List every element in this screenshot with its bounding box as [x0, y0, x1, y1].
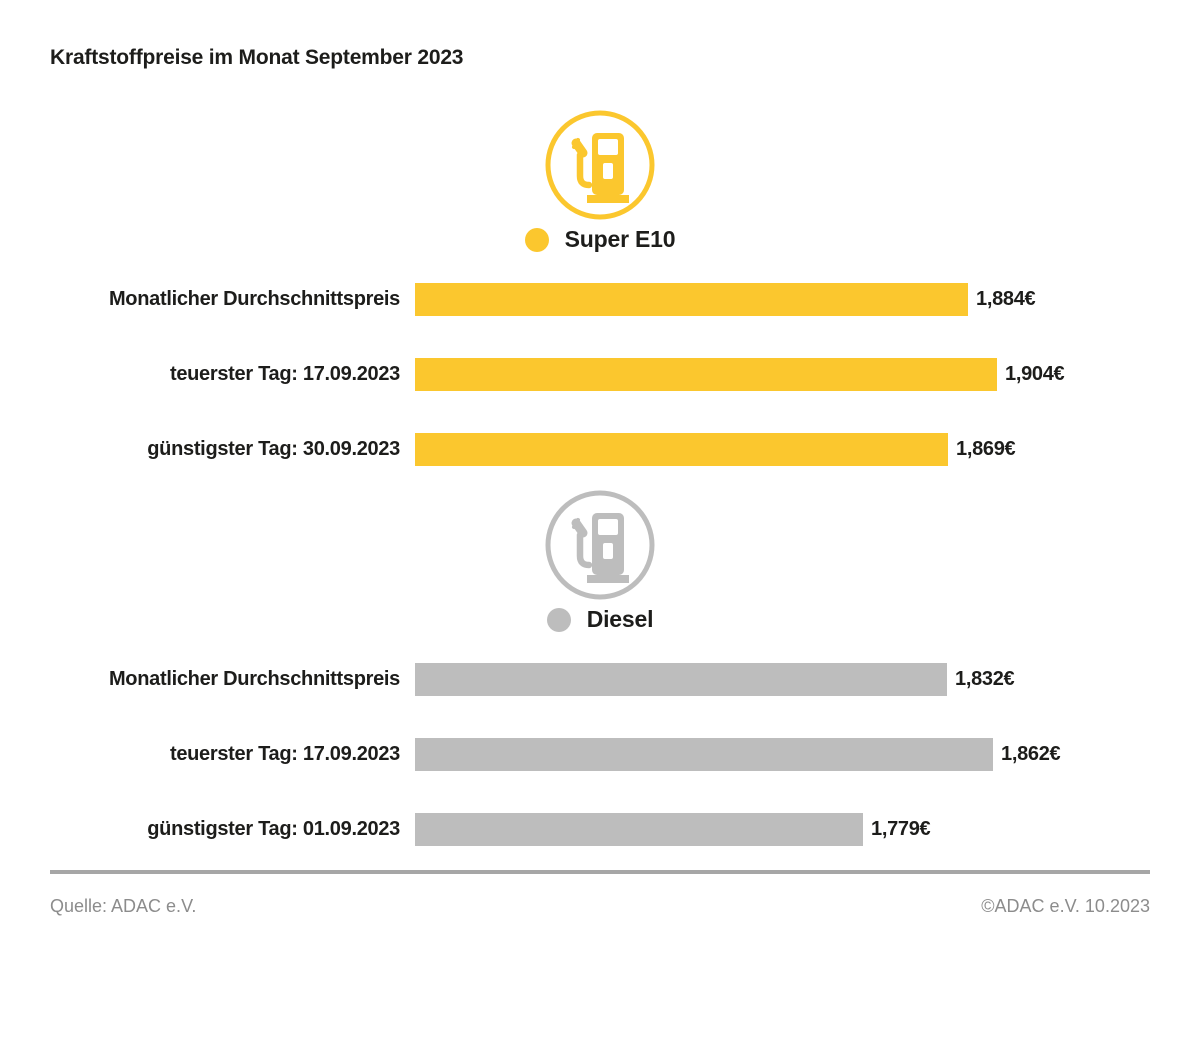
legend-label: Super E10 [564, 226, 676, 252]
bar-value: 1,862€ [1001, 743, 1061, 765]
footer: Quelle: ADAC e.V. ©ADAC e.V. 10.2023 [50, 896, 1150, 917]
footer-divider [50, 870, 1150, 874]
bar-value: 1,832€ [955, 668, 1015, 690]
footer-source: Quelle: ADAC e.V. [50, 896, 197, 916]
bar-label: günstigster Tag: 30.09.2023 [147, 438, 400, 460]
bar-row: günstigster Tag: 01.09.2023 1,779€ [50, 813, 1150, 846]
fuel-pump-icon [545, 490, 655, 600]
section-diesel: Diesel Monatlicher Durchschnittspreis 1,… [50, 490, 1150, 846]
legend-super-e10: Super E10 [524, 226, 676, 253]
section-super-e10: Super E10 Monatlicher Durchschnittspreis… [50, 70, 1150, 466]
legend-dot [524, 227, 549, 252]
bar-value: 1,779€ [871, 818, 931, 840]
bar-label: teuerster Tag: 17.09.2023 [169, 743, 400, 765]
bar [415, 663, 947, 696]
bar [415, 738, 993, 771]
bar-label: Monatlicher Durchschnittspreis [108, 668, 400, 690]
bar [415, 433, 948, 466]
section-header: Super E10 [50, 70, 1150, 253]
bar-rows: Monatlicher Durchschnittspreis 1,832€ te… [50, 663, 1150, 846]
bar-row: Monatlicher Durchschnittspreis 1,832€ [50, 663, 1150, 696]
bar-value: 1,869€ [956, 438, 1016, 460]
bar-row: Monatlicher Durchschnittspreis 1,884€ [50, 283, 1150, 316]
bar-label: günstigster Tag: 01.09.2023 [147, 818, 400, 840]
legend-label: Diesel [586, 606, 654, 632]
bar-row: teuerster Tag: 17.09.2023 1,862€ [50, 738, 1150, 771]
bar-value: 1,904€ [1005, 363, 1065, 385]
bar-label: Monatlicher Durchschnittspreis [108, 288, 400, 310]
bar [415, 358, 997, 391]
section-header: Diesel [50, 490, 1150, 633]
bar-row: teuerster Tag: 17.09.2023 1,904€ [50, 358, 1150, 391]
bar [415, 813, 863, 846]
fuel-pump-icon [545, 110, 655, 220]
bar-value: 1,884€ [976, 288, 1036, 310]
page-title: Kraftstoffpreise im Monat September 2023 [50, 46, 464, 69]
bar-row: günstigster Tag: 30.09.2023 1,869€ [50, 433, 1150, 466]
bar-rows: Monatlicher Durchschnittspreis 1,884€ te… [50, 283, 1150, 466]
legend-diesel: Diesel [546, 606, 654, 633]
bar-label: teuerster Tag: 17.09.2023 [169, 363, 400, 385]
legend-dot [546, 607, 571, 632]
footer-copyright: ©ADAC e.V. 10.2023 [981, 896, 1150, 916]
bar [415, 283, 968, 316]
